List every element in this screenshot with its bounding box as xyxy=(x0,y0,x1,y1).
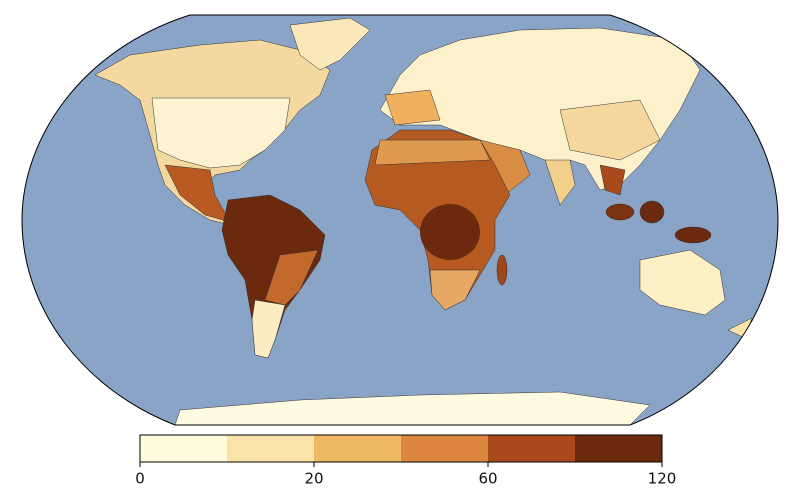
colorbar-segment xyxy=(140,435,227,462)
north-africa xyxy=(374,139,491,166)
colorbar-segment xyxy=(227,435,314,462)
colorbar-tick-label: 120 xyxy=(648,470,677,488)
antarctica xyxy=(174,391,651,425)
map-border xyxy=(21,14,779,426)
colorbar-segment xyxy=(314,435,401,462)
patagonia xyxy=(251,299,286,359)
europe-south xyxy=(384,89,441,126)
india xyxy=(544,159,576,206)
southeast-asia xyxy=(599,164,626,196)
central-africa xyxy=(420,204,480,260)
colorbar-tick-label: 20 xyxy=(304,470,323,488)
brazil-east xyxy=(264,249,319,306)
colorbar-segment xyxy=(401,435,488,462)
south-africa xyxy=(429,269,481,311)
greenland xyxy=(289,17,371,71)
colorbar-segment xyxy=(488,435,575,462)
land-masses xyxy=(94,17,753,425)
madagascar xyxy=(496,254,508,286)
china xyxy=(559,99,661,161)
usa xyxy=(151,97,291,169)
colorbar: 0 20 60 120 xyxy=(135,434,677,488)
borneo xyxy=(639,200,665,224)
colorbar-tick-label: 60 xyxy=(478,470,497,488)
colorbar-tick-label: 0 xyxy=(135,470,145,488)
sumatra xyxy=(605,203,635,221)
australia xyxy=(639,249,726,316)
colorbar-segment xyxy=(575,435,662,462)
new-guinea xyxy=(674,226,712,244)
colorbar-outline xyxy=(139,434,663,463)
